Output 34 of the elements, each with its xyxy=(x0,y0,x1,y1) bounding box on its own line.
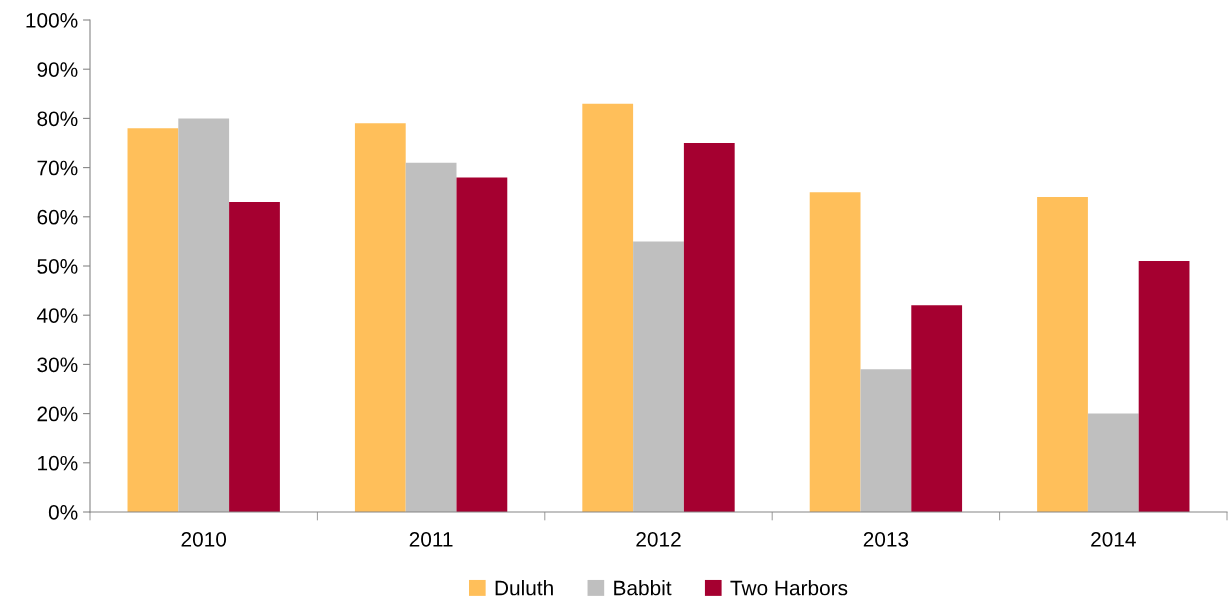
bar xyxy=(229,202,280,512)
bar xyxy=(354,123,406,512)
legend-label: Two Harbors xyxy=(730,580,848,596)
bar xyxy=(582,103,634,512)
bar xyxy=(1138,261,1190,512)
bar xyxy=(1087,413,1139,512)
bar xyxy=(633,241,684,512)
y-tick-label: 100% xyxy=(26,13,78,28)
y-tick-label: 0% xyxy=(48,505,78,520)
x-tick-label: 2011 xyxy=(409,531,453,547)
y-tick-label: 40% xyxy=(36,308,78,323)
y-tick-label: 80% xyxy=(37,111,78,127)
legend-label: Babbit xyxy=(614,580,672,596)
y-tick-label: 60% xyxy=(37,209,78,225)
bar xyxy=(127,128,179,512)
bar xyxy=(1037,197,1088,512)
y-tick-label: 30% xyxy=(37,357,78,373)
y-tick-label: 90% xyxy=(37,62,78,77)
bar xyxy=(809,192,861,512)
x-tick-label: 2012 xyxy=(636,531,681,547)
x-tick-label: 2013 xyxy=(863,531,909,547)
bar xyxy=(456,177,508,512)
x-tick-label: 2014 xyxy=(1091,531,1136,547)
bar xyxy=(683,143,735,512)
y-tick-label: 10% xyxy=(38,455,78,471)
bar xyxy=(178,118,230,512)
x-tick-label: 2010 xyxy=(181,531,227,547)
bar xyxy=(405,162,457,512)
y-tick-label: 70% xyxy=(37,160,78,176)
legend-label: Duluth xyxy=(495,580,553,596)
bar xyxy=(911,305,963,512)
y-tick-label: 20% xyxy=(37,406,78,422)
y-tick-label: 50% xyxy=(37,259,78,274)
bar xyxy=(860,369,912,512)
